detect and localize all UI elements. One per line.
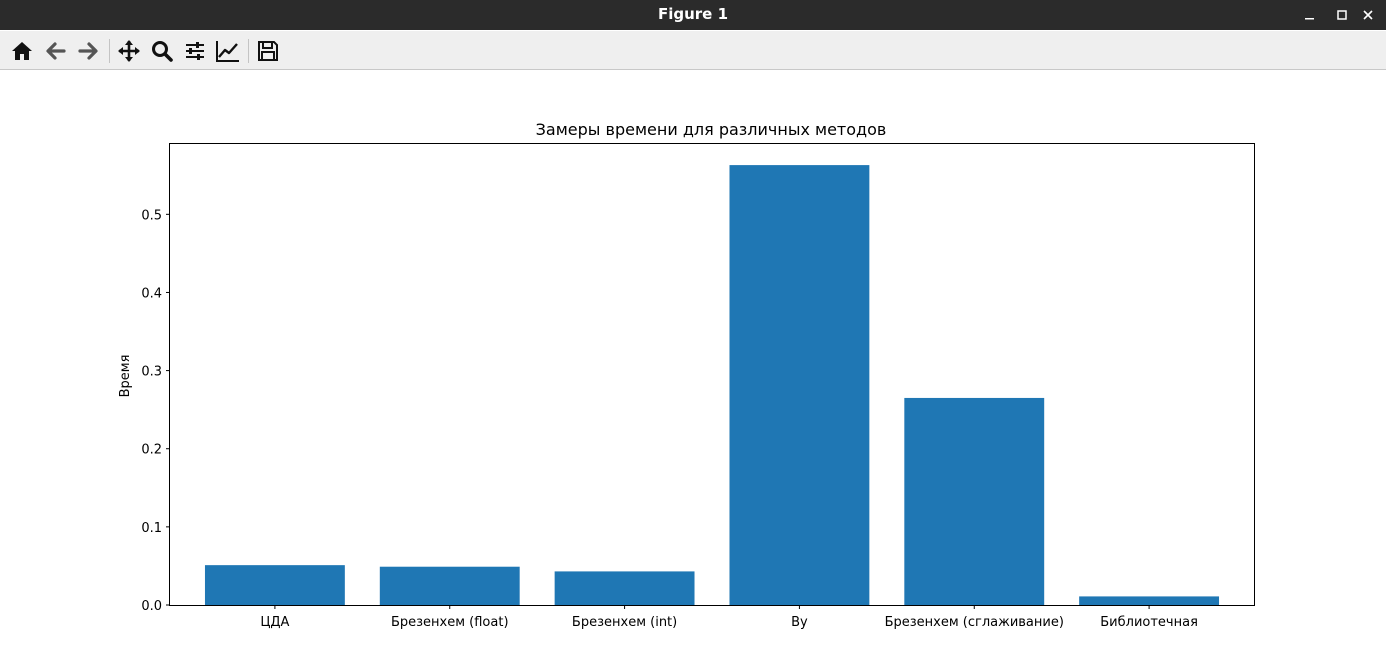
bar	[554, 571, 695, 605]
toolbar-separator	[109, 39, 110, 63]
bar	[729, 165, 870, 605]
x-tick-label: Брезенхем (сглаживание)	[885, 615, 1064, 630]
x-tick-label: Брезенхем (float)	[391, 615, 509, 630]
bar	[204, 565, 345, 605]
bars-group	[204, 165, 1220, 605]
minimize-button[interactable]	[1292, 0, 1328, 30]
y-axis: 0.0 0.1 0.2 0.3 0.4 0.5	[141, 208, 170, 614]
home-button[interactable]	[9, 38, 35, 64]
close-button[interactable]	[1350, 0, 1386, 30]
zoom-button[interactable]	[149, 38, 175, 64]
back-button[interactable]	[43, 38, 69, 64]
x-tick-label: Библиотечная	[1100, 615, 1198, 630]
chart-title: Замеры времени для различных методов	[536, 120, 887, 139]
arrow-left-icon	[46, 42, 66, 60]
y-tick-label: 0.0	[141, 599, 162, 614]
window-titlebar: Figure 1	[0, 0, 1386, 30]
move-icon	[118, 40, 140, 62]
bar-chart: Замеры времени для различных методов Вре…	[118, 120, 1255, 630]
sliders-icon	[186, 42, 204, 60]
y-tick-label: 0.4	[141, 286, 162, 301]
bar	[904, 397, 1045, 605]
x-tick-label: ЦДА	[260, 615, 289, 630]
zoom-icon	[152, 41, 173, 62]
y-tick-label: 0.5	[141, 208, 162, 223]
maximize-icon	[1337, 10, 1347, 20]
configure-subplots-button[interactable]	[182, 38, 208, 64]
y-tick-label: 0.2	[141, 443, 162, 458]
y-axis-label: Время	[118, 355, 133, 398]
navigation-toolbar	[0, 31, 1386, 70]
minimize-icon	[1305, 18, 1314, 20]
toolbar-separator	[248, 39, 249, 63]
edit-axes-button[interactable]	[215, 38, 241, 64]
pan-button[interactable]	[116, 38, 142, 64]
x-tick-label: Брезенхем (int)	[572, 615, 677, 630]
x-axis: ЦДА Брезенхем (float) Брезенхем (int) Ву Бре…	[260, 605, 1198, 630]
save-button[interactable]	[255, 38, 281, 64]
save-icon	[258, 41, 278, 61]
y-tick-label: 0.1	[141, 521, 162, 536]
forward-button[interactable]	[75, 38, 101, 64]
home-icon	[12, 42, 32, 60]
bar	[379, 566, 520, 605]
close-icon	[1363, 10, 1373, 20]
y-tick-label: 0.3	[141, 365, 162, 380]
figure-canvas[interactable]: Замеры времени для различных методов Вре…	[0, 70, 1386, 645]
maximize-button[interactable]	[1324, 0, 1360, 30]
x-tick-label: Ву	[791, 615, 808, 630]
window-title: Figure 1	[657, 5, 729, 23]
line-chart-icon	[216, 41, 239, 62]
plot-frame	[169, 143, 1255, 606]
arrow-right-icon	[78, 42, 98, 60]
bar	[1079, 596, 1220, 605]
